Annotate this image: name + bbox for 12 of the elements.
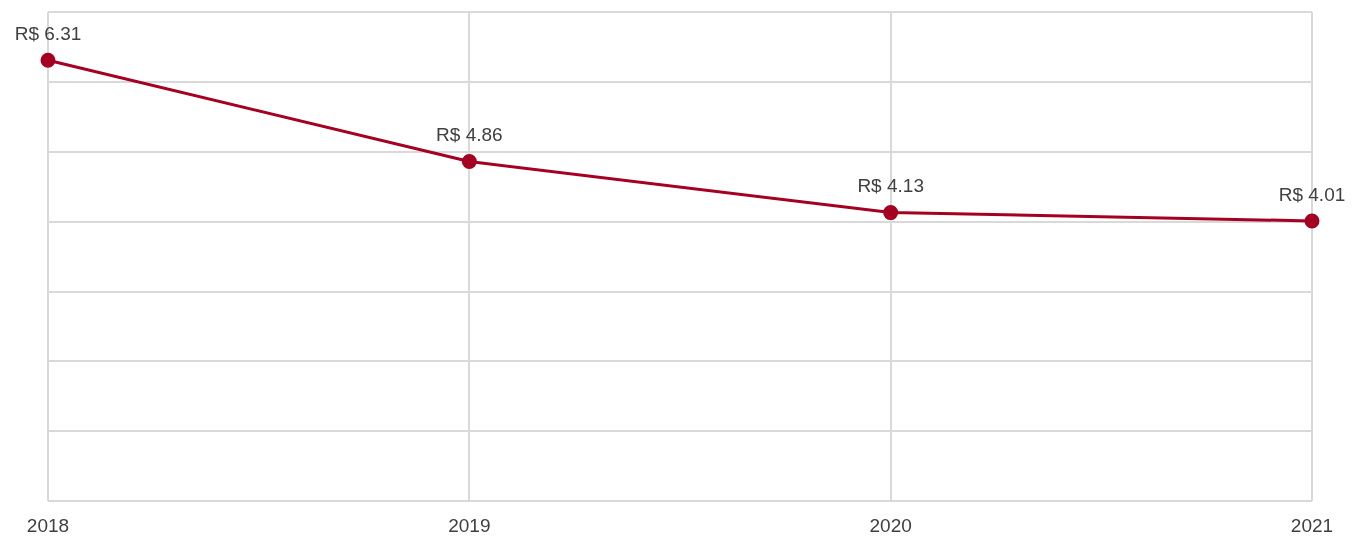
data-label: R$ 4.86 <box>436 124 503 146</box>
point <box>883 205 899 221</box>
point <box>40 52 56 68</box>
point <box>1304 213 1320 229</box>
data-label: R$ 4.13 <box>857 175 924 197</box>
x-tick-label: 2018 <box>26 514 70 536</box>
point <box>461 154 477 170</box>
x-tick-label: 2019 <box>448 514 491 536</box>
x-tick-label: 2021 <box>1290 514 1334 536</box>
x-tick-label: 2020 <box>869 514 912 536</box>
data-label: R$ 4.01 <box>1278 183 1346 205</box>
data-label: R$ 6.31 <box>14 22 82 44</box>
